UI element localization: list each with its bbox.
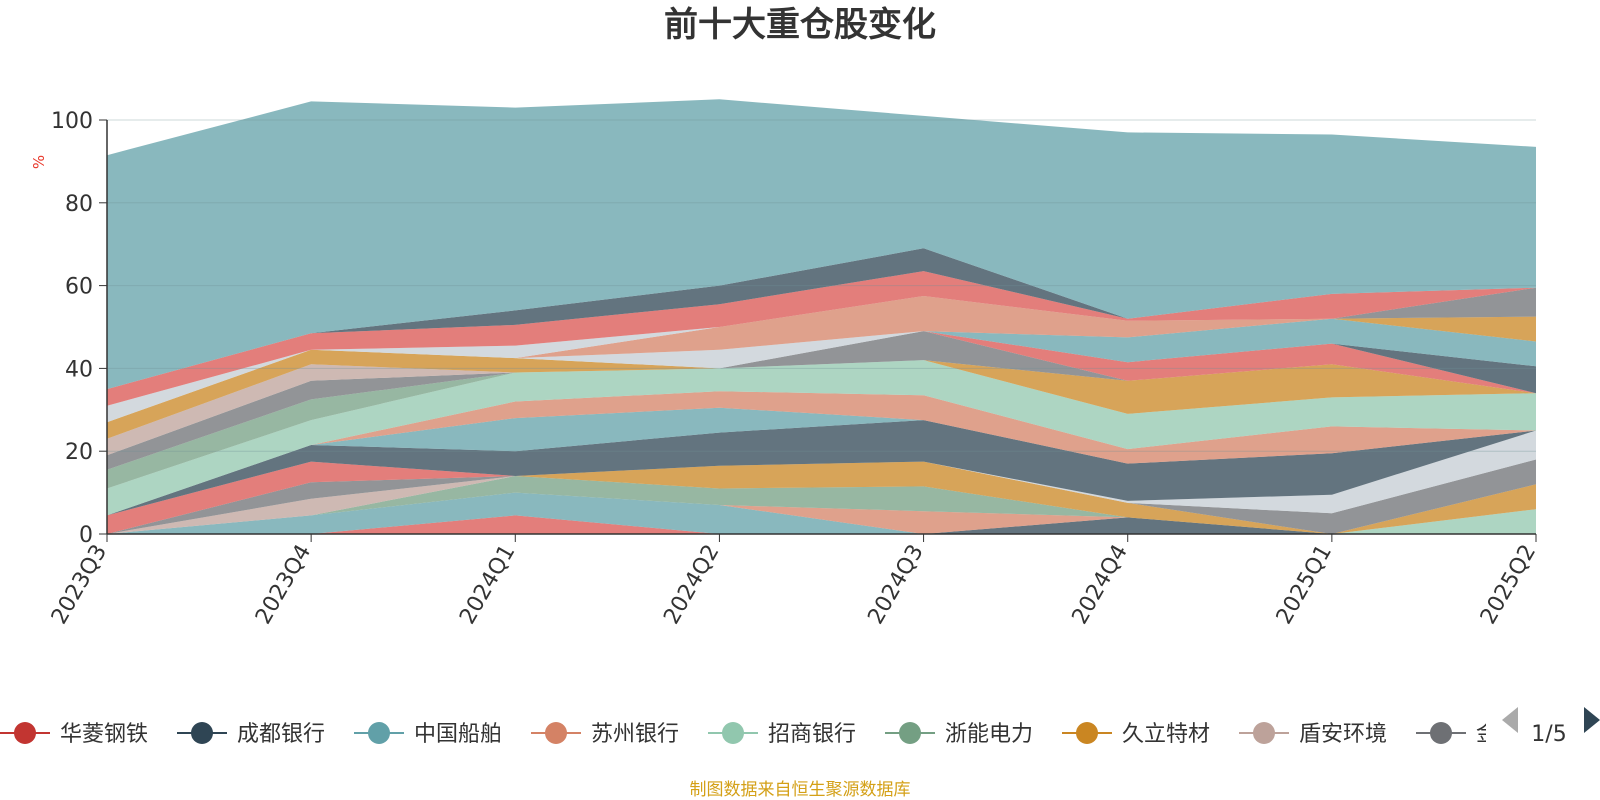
legend-marker-icon bbox=[722, 722, 744, 744]
pager-prev-icon[interactable] bbox=[1502, 707, 1518, 733]
legend-item[interactable]: 成都银行 bbox=[177, 722, 325, 747]
legend-label: 久立特材 bbox=[1122, 722, 1210, 747]
legend-marker-icon bbox=[899, 722, 921, 744]
plot-areas bbox=[107, 99, 1536, 534]
legend-item[interactable]: 盾安环境 bbox=[1239, 722, 1387, 747]
legend-marker-icon bbox=[545, 722, 567, 744]
area-series-27 bbox=[107, 271, 1536, 406]
area-series-11 bbox=[107, 420, 1536, 516]
area-series-24 bbox=[107, 296, 1536, 423]
x-tick-label: 2025Q1 bbox=[1272, 541, 1337, 629]
legend: 华菱钢铁 成都银行 中国船舶 苏州银行 招商银行 浙能电力 久立特材 盾安环境 金 bbox=[0, 722, 1498, 747]
pager-next-icon[interactable] bbox=[1584, 707, 1600, 733]
area-series-13 bbox=[107, 391, 1536, 516]
area-series-5 bbox=[107, 476, 1536, 534]
chart-title: 前十大重仓股变化 bbox=[664, 5, 936, 45]
y-tick-label: 60 bbox=[65, 275, 93, 300]
x-tick-label: 2024Q2 bbox=[659, 541, 724, 629]
y-tick-label: 0 bbox=[79, 523, 93, 548]
y-axis-unit: % bbox=[30, 155, 48, 169]
area-series-14 bbox=[107, 360, 1536, 516]
legend-item[interactable]: 中国船舶 bbox=[354, 722, 502, 747]
legend-label: 苏州银行 bbox=[591, 722, 679, 747]
legend-label: 中国船舶 bbox=[414, 722, 502, 747]
area-series-3 bbox=[107, 492, 1536, 534]
x-tick-label: 2024Q1 bbox=[455, 541, 520, 629]
grid-lines bbox=[107, 119, 1536, 452]
legend-label: 华菱钢铁 bbox=[60, 722, 148, 747]
legend-label: 招商银行 bbox=[768, 722, 856, 747]
area-series-1 bbox=[107, 515, 1536, 534]
area-series-20 bbox=[107, 318, 1536, 456]
legend-marker-icon bbox=[1076, 722, 1098, 744]
area-series-0 bbox=[107, 515, 1536, 534]
legend-marker-icon bbox=[191, 722, 213, 744]
area-series-15 bbox=[107, 360, 1536, 489]
legend-label: 浙能电力 bbox=[945, 722, 1033, 747]
pager-label: 1/5 bbox=[1531, 722, 1566, 747]
y-tick-label: 40 bbox=[65, 357, 93, 382]
legend-item[interactable]: 久立特材 bbox=[1062, 722, 1210, 747]
source-note: 制图数据来自恒生聚源数据库 bbox=[690, 780, 911, 800]
legend-item[interactable]: 浙能电力 bbox=[885, 722, 1033, 747]
x-tick-label: 2024Q3 bbox=[863, 541, 928, 629]
legend-marker-icon bbox=[14, 722, 36, 744]
legend-label: 金 bbox=[1476, 722, 1498, 747]
legend-item[interactable]: 苏州银行 bbox=[531, 722, 679, 747]
x-tick-label: 2024Q4 bbox=[1068, 541, 1133, 629]
x-tick-label: 2025Q2 bbox=[1476, 541, 1541, 629]
area-series-4 bbox=[107, 492, 1536, 534]
legend-label: 盾安环境 bbox=[1299, 722, 1387, 747]
legend-item[interactable]: 招商银行 bbox=[708, 722, 856, 747]
area-series-6 bbox=[107, 461, 1536, 534]
legend-item[interactable]: 华菱钢铁 bbox=[0, 722, 148, 747]
x-tick-label: 2023Q3 bbox=[47, 541, 112, 629]
area-series-17 bbox=[107, 331, 1536, 470]
area-series-8 bbox=[107, 459, 1536, 534]
legend-item[interactable]: 金 bbox=[1416, 722, 1498, 747]
legend-marker-icon bbox=[368, 722, 390, 744]
y-tick-label: 100 bbox=[51, 109, 93, 134]
legend-label: 成都银行 bbox=[237, 722, 325, 747]
x-tick-label: 2023Q4 bbox=[251, 541, 316, 629]
area-series-7 bbox=[107, 461, 1536, 534]
legend-marker-icon bbox=[1430, 722, 1452, 744]
area-series-18 bbox=[107, 331, 1536, 456]
area-series-29 bbox=[107, 99, 1536, 390]
area-series-2 bbox=[107, 492, 1536, 534]
area-series-12 bbox=[107, 407, 1536, 516]
legend-pager: 1/5 bbox=[1502, 707, 1600, 747]
y-tick-label: 20 bbox=[65, 440, 93, 465]
y-tick-label: 80 bbox=[65, 192, 93, 217]
legend-marker-icon bbox=[1253, 722, 1275, 744]
area-series-28 bbox=[107, 248, 1536, 390]
